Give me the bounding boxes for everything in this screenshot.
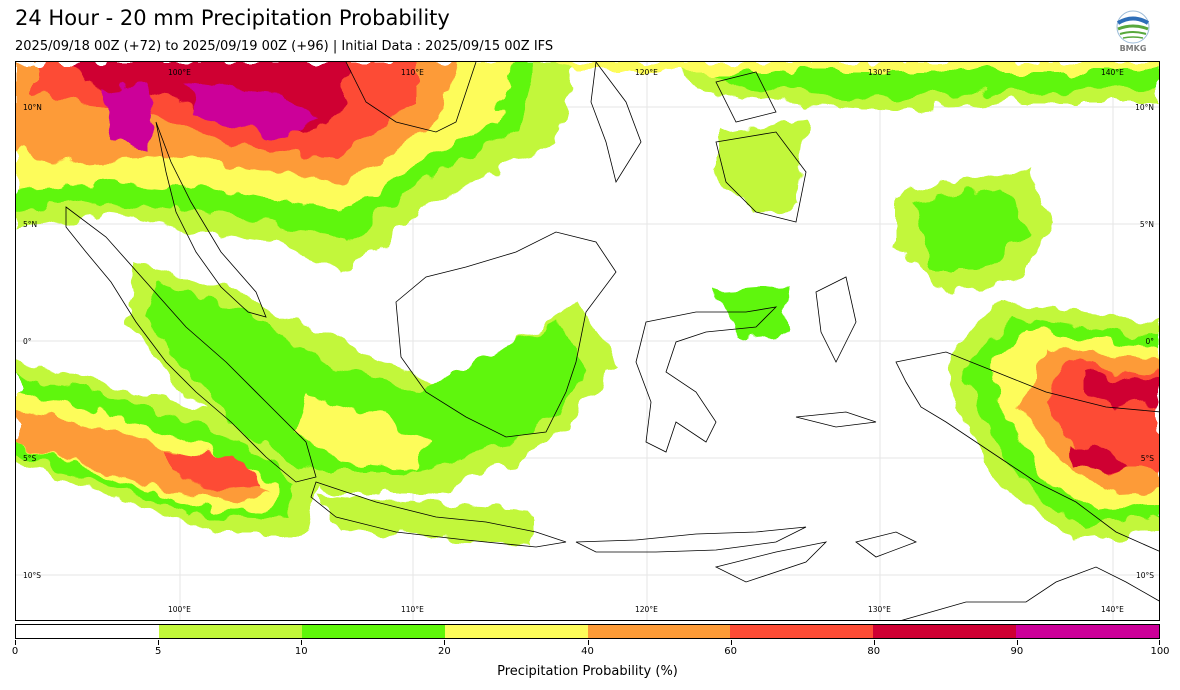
lon-label-top: 130°E <box>868 68 891 77</box>
colorbar-tick-label: 5 <box>154 646 162 657</box>
colorbar-tick <box>730 640 732 645</box>
lat-label-left: 5°S <box>23 454 37 463</box>
colorbar-tick <box>158 640 160 645</box>
colorbar-tick-label: 60 <box>724 646 737 657</box>
colorbar-label: Precipitation Probability (%) <box>497 664 678 679</box>
lat-label-right: 5°S <box>1141 454 1155 463</box>
lat-label-right: 5°N <box>1140 220 1154 229</box>
lat-label-right: 0° <box>1145 337 1154 346</box>
lat-label-left: 5°N <box>23 220 37 229</box>
lon-label-top: 110°E <box>401 68 424 77</box>
colorbar-tick <box>587 640 589 645</box>
colorbar <box>15 624 1160 639</box>
bmkg-logo-icon <box>1116 10 1150 44</box>
colorbar-tick-label: 0 <box>11 646 19 657</box>
colorbar-segment <box>873 625 1017 638</box>
colorbar-tick-label: 40 <box>581 646 594 657</box>
lon-label-bottom: 140°E <box>1101 605 1124 614</box>
lon-label-bottom: 100°E <box>168 605 191 614</box>
colorbar-tick-label: 80 <box>867 646 881 657</box>
colorbar-tick <box>444 640 446 645</box>
precip-field <box>16 62 1159 542</box>
colorbar-segment <box>444 625 588 638</box>
colorbar-tick-label: 10 <box>294 646 308 657</box>
colorbar-segment <box>1016 625 1159 638</box>
colorbar-segment <box>730 625 874 638</box>
lon-label-top: 100°E <box>168 68 191 77</box>
colorbar-tick <box>301 640 303 645</box>
colorbar-tick-label: 20 <box>438 646 451 657</box>
lon-label-bottom: 130°E <box>868 605 891 614</box>
lon-labels-top: 100°E 110°E 120°E 130°E 140°E <box>168 68 1124 77</box>
colorbar-segment <box>16 625 159 638</box>
lon-label-top: 120°E <box>635 68 658 77</box>
chart-title: 24 Hour - 20 mm Precipitation Probabilit… <box>15 6 450 30</box>
precipitation-map: 100°E 110°E 120°E 130°E 140°E 100°E 110°… <box>15 61 1160 621</box>
colorbar-segment <box>301 625 445 638</box>
colorbar-segment <box>158 625 302 638</box>
colorbar-tick <box>1016 640 1018 645</box>
lat-labels-left: 10°N 5°N 0° 5°S 10°S <box>23 103 42 580</box>
lat-label-right: 10°S <box>1136 571 1154 580</box>
lat-labels-right: 10°N 5°N 0° 5°S 10°S <box>1135 103 1154 580</box>
lat-label-right: 10°N <box>1135 103 1154 112</box>
lon-label-bottom: 120°E <box>635 605 658 614</box>
lat-label-left: 0° <box>23 337 32 346</box>
lon-label-bottom: 110°E <box>401 605 424 614</box>
lat-label-left: 10°N <box>23 103 42 112</box>
colorbar-tick-label: 90 <box>1010 646 1024 657</box>
lon-labels-bottom: 100°E 110°E 120°E 130°E 140°E <box>168 605 1124 614</box>
chart-subtitle: 2025/09/18 00Z (+72) to 2025/09/19 00Z (… <box>15 39 554 54</box>
colorbar-segment <box>587 625 731 638</box>
lat-label-left: 10°S <box>23 571 41 580</box>
coastlines <box>65 62 1159 620</box>
colorbar-tick <box>15 640 16 645</box>
colorbar-tick <box>873 640 875 645</box>
logo-text: BMKG <box>1119 44 1147 53</box>
lon-label-top: 140°E <box>1101 68 1124 77</box>
colorbar-tick <box>1159 640 1160 645</box>
colorbar-tick-label: 100 <box>1150 646 1170 657</box>
map-canvas: 100°E 110°E 120°E 130°E 140°E 100°E 110°… <box>16 62 1159 620</box>
